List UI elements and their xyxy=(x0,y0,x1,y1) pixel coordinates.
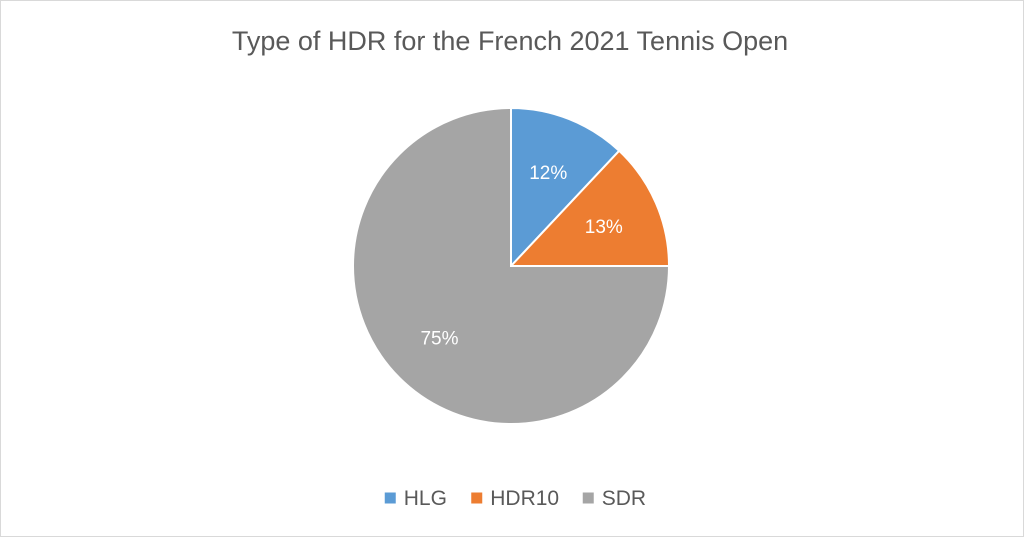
pie-slice-sdr xyxy=(352,106,671,425)
legend-label-hlg: HLG xyxy=(404,487,447,510)
legend: HLG HDR10 SDR xyxy=(384,487,646,510)
data-label-hlg: 12% xyxy=(529,163,567,184)
legend-label-hdr10: HDR10 xyxy=(490,487,559,510)
pie-slice-hdr10 xyxy=(508,149,671,267)
chart-title: Type of HDR for the French 2021 Tennis O… xyxy=(232,26,788,56)
data-label-sdr: 75% xyxy=(420,329,458,350)
legend-swatch-hdr10 xyxy=(471,492,483,504)
legend-swatch-sdr xyxy=(582,492,594,504)
pie-slice-hlg xyxy=(510,106,621,269)
legend-label-sdr: SDR xyxy=(602,487,646,510)
legend-swatch-hlg xyxy=(384,492,396,504)
pie-slices xyxy=(352,106,671,425)
data-label-hdr10: 13% xyxy=(585,217,623,238)
slice-labels: 12% 13% 75% xyxy=(420,163,622,350)
